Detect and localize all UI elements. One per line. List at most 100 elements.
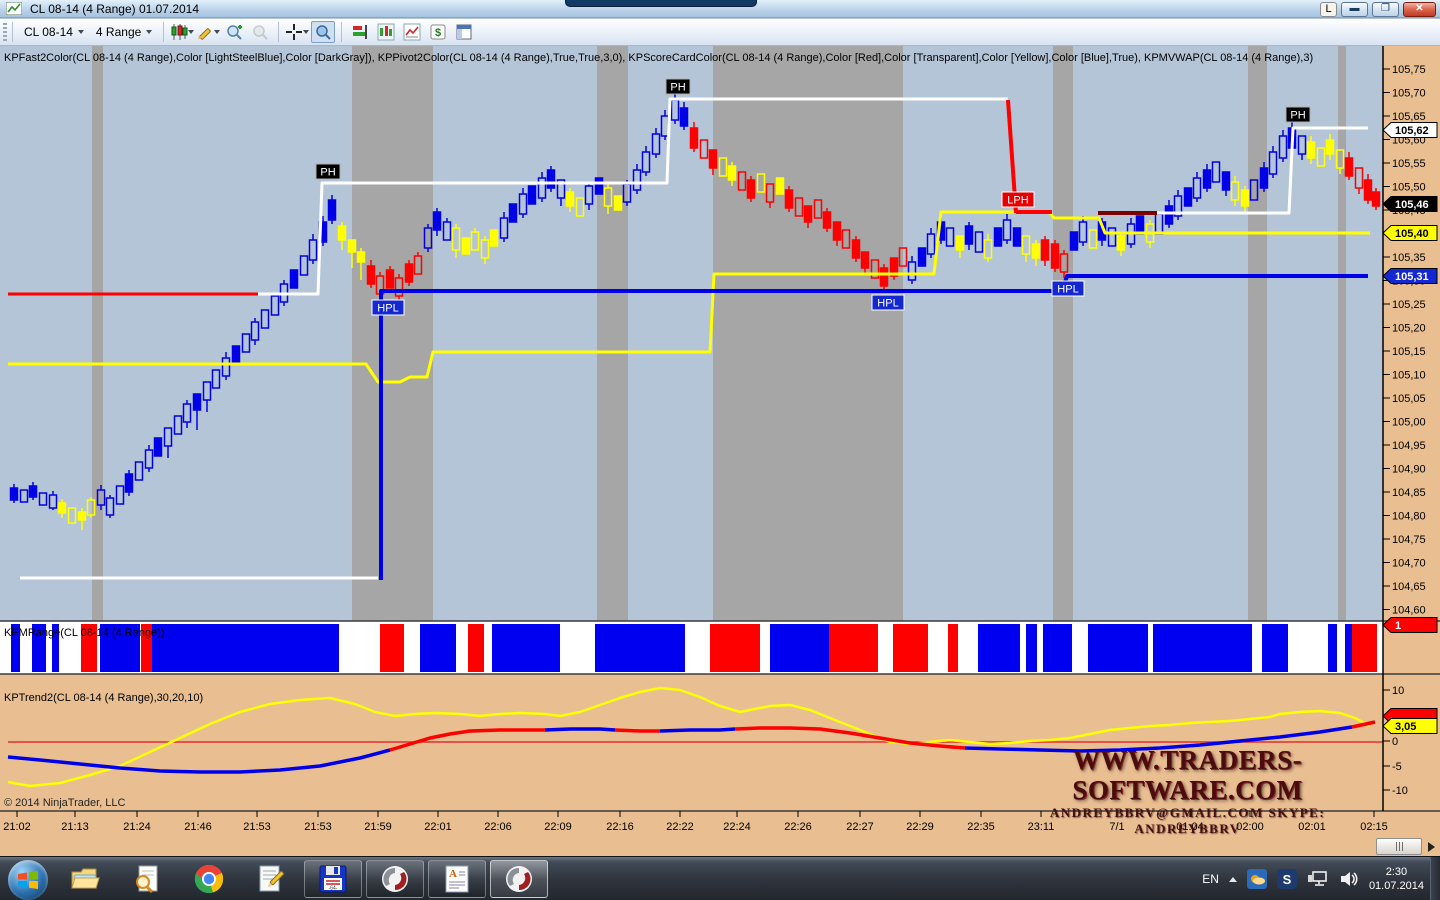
candle-body bbox=[1192, 177, 1202, 199]
candle-body bbox=[556, 179, 566, 199]
candle-body bbox=[86, 499, 96, 516]
pivot-label-box bbox=[665, 78, 691, 95]
candle-body bbox=[632, 169, 642, 191]
zoom-out-button[interactable] bbox=[248, 21, 272, 43]
scorecard-stripe bbox=[492, 624, 560, 672]
language-indicator[interactable]: EN bbox=[1202, 872, 1219, 886]
zoom-in-button[interactable] bbox=[222, 21, 246, 43]
scorecard-stripe bbox=[595, 624, 685, 672]
close-button[interactable]: ✕ bbox=[1403, 2, 1436, 17]
chart-trader-button[interactable] bbox=[348, 21, 372, 43]
candle-body bbox=[270, 295, 280, 316]
candle-body bbox=[1021, 235, 1031, 255]
candle-body bbox=[182, 403, 192, 423]
price-axis-bg bbox=[1383, 46, 1440, 811]
candle-body bbox=[813, 199, 823, 219]
pivot-label-text: PH bbox=[1290, 110, 1305, 122]
price-tick-label: 104,70 bbox=[1392, 558, 1426, 570]
candle-body bbox=[613, 195, 623, 211]
candle-body bbox=[489, 229, 499, 247]
candle-body bbox=[28, 485, 38, 498]
candle-body bbox=[1050, 243, 1060, 269]
instrument-selector[interactable]: CL 08-14 bbox=[18, 23, 90, 41]
cursor-mode-button[interactable] bbox=[285, 21, 310, 43]
title-bar[interactable]: CL 08-14 (4 Range) 01.07.2014 L ▬ ❐ ✕ bbox=[0, 0, 1440, 18]
window-title: CL 08-14 (4 Range) 01.07.2014 bbox=[30, 1, 200, 16]
scorecard-stripe bbox=[468, 624, 484, 672]
candle-body bbox=[699, 139, 709, 159]
chevron-down-icon bbox=[146, 30, 153, 34]
minimize-button[interactable]: ▬ bbox=[1341, 2, 1368, 17]
svg-text:$: $ bbox=[435, 27, 441, 39]
candle-body bbox=[337, 225, 347, 241]
candle-body bbox=[1202, 169, 1212, 189]
tray-skype-icon[interactable]: S bbox=[1276, 869, 1297, 889]
show-desktop-button[interactable] bbox=[1430, 857, 1440, 900]
magnifier-icon bbox=[316, 25, 332, 40]
tray-volume-icon[interactable] bbox=[1339, 870, 1359, 888]
trend-line bbox=[7, 686, 1371, 788]
data-box-button[interactable] bbox=[452, 21, 476, 43]
candle-body bbox=[565, 191, 575, 207]
taskbar-item-ninjatrader-2[interactable] bbox=[490, 859, 548, 898]
scorecard-stripe bbox=[770, 624, 829, 672]
candle-body bbox=[679, 107, 689, 127]
zoom-tool-button[interactable] bbox=[311, 21, 336, 43]
candle-body bbox=[575, 197, 585, 217]
indicators-button[interactable] bbox=[374, 21, 398, 43]
candle-body bbox=[404, 263, 414, 283]
toolbar-grip[interactable] bbox=[3, 23, 7, 41]
taskbar-item-chrome[interactable] bbox=[192, 862, 226, 896]
svg-text:S: S bbox=[1283, 872, 1292, 887]
taskbar-item-floppy-app[interactable]: -64- bbox=[304, 859, 362, 898]
taskbar-item-search[interactable] bbox=[130, 862, 164, 896]
candle-body bbox=[480, 239, 490, 259]
candle-body bbox=[727, 165, 737, 181]
candle-body bbox=[1040, 239, 1050, 261]
price-tick-label: 104,75 bbox=[1392, 534, 1426, 546]
chart-style-button[interactable] bbox=[170, 21, 195, 43]
trend-line bbox=[659, 727, 736, 733]
candle-body bbox=[96, 489, 106, 506]
time-tick-label: 21:59 bbox=[364, 821, 392, 833]
price-tag-text: 105,40 bbox=[1395, 228, 1429, 240]
scorecard-stripe bbox=[1026, 624, 1037, 672]
chart-scroll-right-button[interactable] bbox=[1428, 842, 1435, 852]
time-tick-label: 22:16 bbox=[606, 821, 634, 833]
price-tag-text: 105,62 bbox=[1395, 125, 1429, 137]
candle-body bbox=[327, 199, 337, 221]
candle-body bbox=[508, 203, 518, 223]
restore-button[interactable]: ❐ bbox=[1372, 2, 1399, 17]
candle-body bbox=[832, 221, 842, 241]
tray-clock[interactable]: 2:30 01.07.2014 bbox=[1369, 865, 1424, 893]
tray-expand-icon[interactable] bbox=[1228, 876, 1237, 882]
candle-body bbox=[1371, 191, 1381, 207]
taskbar-item-notepad[interactable] bbox=[254, 862, 288, 896]
start-button[interactable] bbox=[8, 859, 48, 900]
link-button[interactable]: L bbox=[1320, 2, 1337, 17]
chart-scrollbar-grip[interactable] bbox=[1376, 838, 1422, 855]
candle-body bbox=[851, 239, 861, 259]
candle-body bbox=[289, 269, 299, 289]
scorecard-stripe bbox=[829, 624, 878, 672]
candle-body bbox=[77, 511, 87, 521]
chart-properties-button[interactable] bbox=[400, 21, 424, 43]
period-selector[interactable]: 4 Range bbox=[90, 23, 158, 41]
tray-weather-icon[interactable] bbox=[1246, 869, 1267, 889]
candle-body bbox=[1268, 151, 1278, 175]
candle-body bbox=[67, 507, 77, 524]
tray-network-icon[interactable] bbox=[1307, 870, 1329, 888]
candle-body bbox=[1230, 181, 1240, 201]
price-tag bbox=[1382, 196, 1438, 212]
taskbar-item-explorer[interactable] bbox=[68, 862, 102, 896]
account-data-button[interactable]: $ bbox=[426, 21, 450, 43]
taskbar-item-wordpad[interactable]: A bbox=[428, 859, 486, 898]
candle-body bbox=[308, 239, 318, 261]
taskbar-item-ninjatrader-1[interactable] bbox=[366, 859, 424, 898]
candle-body bbox=[527, 185, 537, 205]
time-tick-label: 23:11 bbox=[1028, 821, 1055, 833]
drawing-tools-button[interactable] bbox=[196, 21, 221, 43]
candle-body bbox=[1297, 135, 1307, 155]
